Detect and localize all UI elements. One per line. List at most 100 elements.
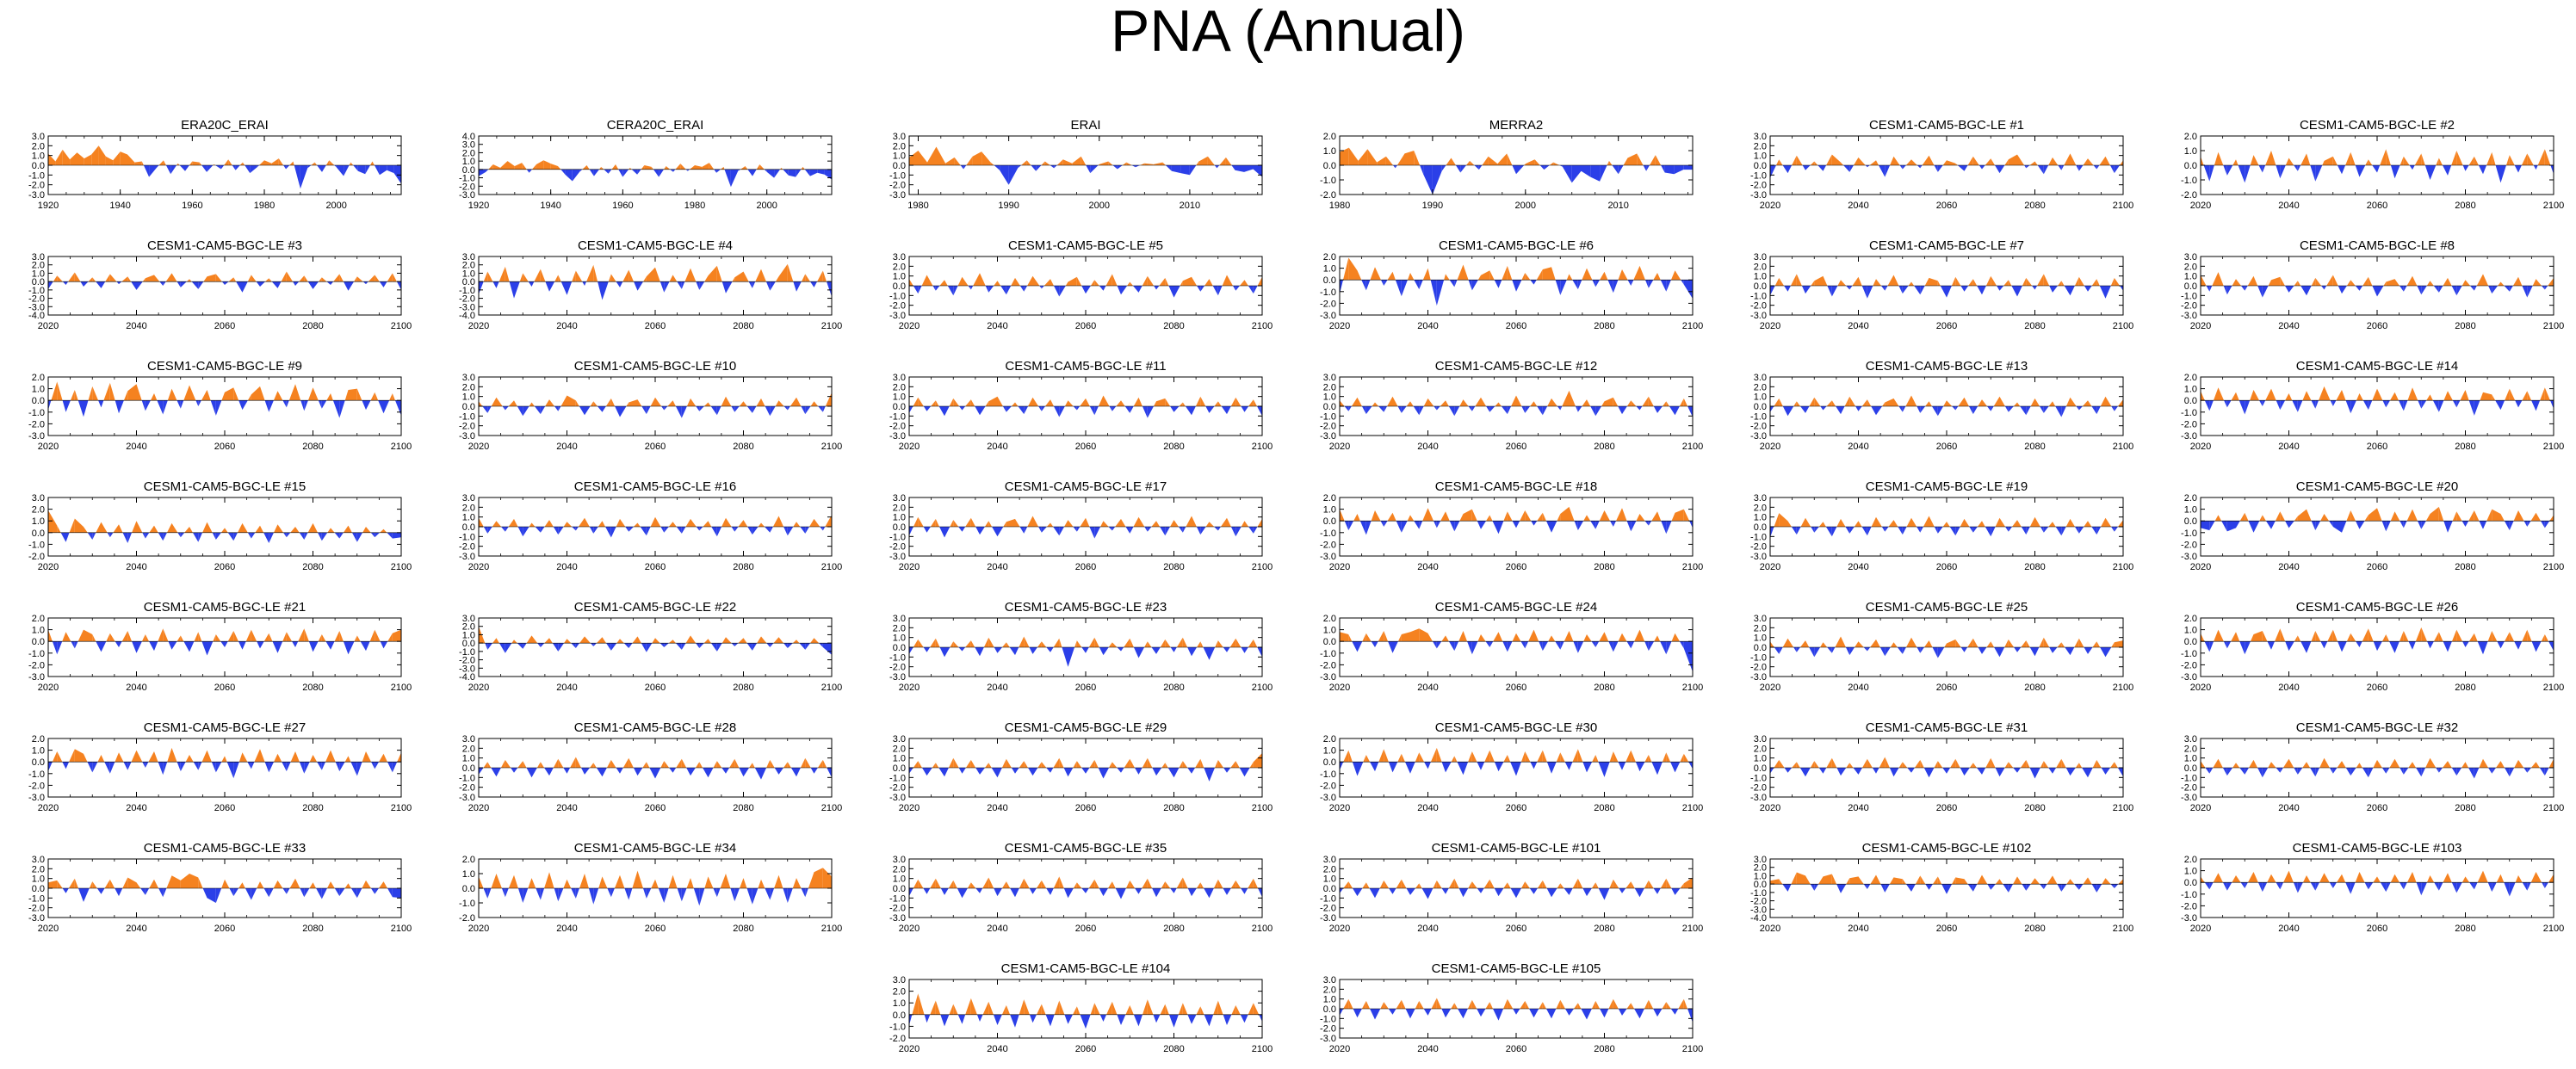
negative-area: [711, 527, 717, 537]
negative-area: [198, 281, 204, 289]
positive-area: [1154, 401, 1156, 406]
positive-area: [225, 387, 234, 401]
negative-area: [344, 165, 350, 176]
negative-area: [227, 532, 234, 541]
positive-area: [519, 273, 523, 282]
negative-area: [192, 532, 199, 542]
negative-area: [1068, 647, 1075, 667]
y-tick-label: 0.0: [1754, 161, 1767, 171]
positive-area: [1583, 515, 1587, 522]
negative-area: [959, 406, 963, 411]
negative-area: [496, 768, 501, 777]
negative-area: [1964, 647, 1968, 652]
negative-area: [1448, 406, 1455, 417]
negative-area: [2536, 400, 2541, 411]
positive-area: [726, 396, 732, 406]
negative-area: [87, 762, 93, 773]
positive-area: [787, 263, 794, 282]
positive-area: [65, 632, 71, 642]
y-tick-label: -1.0: [889, 773, 906, 783]
negative-area: [1348, 521, 1354, 531]
positive-area: [194, 632, 199, 642]
y-tick-label: -2.0: [1750, 422, 1767, 432]
negative-area: [1784, 286, 1788, 292]
y-tick-label: 1.0: [893, 633, 906, 644]
panel-title: CESM1-CAM5-BGC-LE #4: [578, 238, 733, 253]
x-tick-label: 2040: [1417, 562, 1438, 572]
positive-area: [2394, 392, 2399, 401]
positive-area: [1841, 518, 1846, 527]
positive-area: [105, 156, 114, 165]
negative-area: [2350, 400, 2356, 414]
positive-area: [1378, 749, 1384, 763]
y-tick-label: -2.0: [459, 294, 475, 305]
negative-area: [1639, 406, 1643, 411]
negative-area: [2096, 527, 2102, 535]
negative-area: [2076, 165, 2079, 171]
positive-area: [778, 516, 784, 527]
positive-area: [1423, 398, 1428, 406]
y-tick-label: -2.0: [1750, 181, 1767, 191]
negative-area: [116, 281, 119, 285]
negative-area: [293, 281, 295, 286]
positive-area: [578, 517, 585, 527]
negative-area: [2061, 406, 2066, 417]
positive-area: [2088, 521, 2092, 527]
negative-area: [1173, 406, 1180, 412]
negative-area: [2203, 165, 2210, 182]
positive-area: [1068, 276, 1077, 286]
positive-area: [1351, 397, 1358, 406]
positive-area: [84, 527, 88, 533]
positive-area: [281, 271, 287, 282]
negative-area: [1680, 641, 1684, 649]
x-tick-label: 2100: [2113, 683, 2133, 693]
negative-area: [65, 762, 70, 769]
x-tick-label: 2040: [126, 683, 146, 693]
positive-area: [564, 639, 567, 644]
positive-area: [1458, 631, 1464, 642]
positive-area: [1427, 633, 1433, 642]
negative-area: [646, 527, 651, 536]
positive-area: [70, 152, 77, 165]
positive-area: [2084, 521, 2088, 527]
positive-area: [1607, 160, 1609, 165]
negative-area: [299, 532, 305, 540]
y-tick-label: -3.0: [1750, 672, 1767, 683]
negative-area: [2099, 286, 2106, 299]
negative-area: [335, 762, 340, 772]
negative-area: [2465, 641, 2469, 647]
positive-area: [1121, 518, 1126, 527]
positive-area: [496, 521, 502, 527]
positive-area: [2346, 633, 2351, 642]
negative-area: [1209, 768, 1215, 782]
y-tick-label: -1.0: [1320, 649, 1336, 659]
positive-area: [2406, 275, 2412, 286]
negative-area: [2330, 400, 2333, 406]
negative-area: [2403, 521, 2407, 528]
negative-area: [2008, 406, 2014, 412]
y-tick-label: 0.0: [462, 165, 475, 176]
negative-area: [1112, 406, 1117, 411]
negative-area: [2026, 406, 2031, 416]
negative-area: [793, 281, 796, 292]
positive-area: [1968, 279, 1973, 286]
positive-area: [1871, 516, 1876, 527]
positive-area: [593, 763, 597, 768]
positive-area: [690, 635, 697, 644]
positive-area: [1810, 161, 1815, 165]
negative-area: [938, 768, 944, 777]
positive-area: [1378, 631, 1384, 642]
positive-area: [1365, 633, 1372, 642]
negative-area: [180, 281, 187, 287]
positive-area: [2034, 398, 2040, 406]
positive-area: [921, 275, 927, 286]
x-tick-label: 2100: [1252, 321, 1273, 331]
positive-area: [650, 516, 655, 527]
y-tick-label: -2.0: [1750, 542, 1767, 553]
positive-area: [392, 393, 395, 401]
positive-area: [1444, 274, 1446, 281]
